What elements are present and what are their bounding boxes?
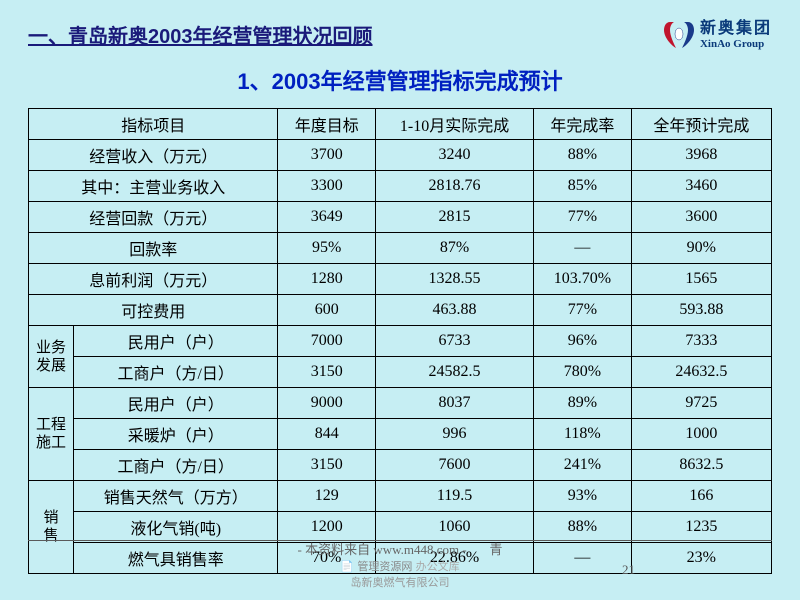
table-row: 经营回款（万元）3649281577%3600 xyxy=(29,202,772,233)
table-row: 回款率95%87%—90% xyxy=(29,233,772,264)
footer-brand: 管理资源网 xyxy=(357,558,412,574)
page-number: 21 xyxy=(622,562,635,578)
footer-extra2: 岛新奥燃气有限公司 xyxy=(351,577,450,589)
col-header: 年完成率 xyxy=(534,109,632,140)
table-header-row: 指标项目 年度目标 1-10月实际完成 年完成率 全年预计完成 xyxy=(29,109,772,140)
col-header: 指标项目 xyxy=(29,109,278,140)
logo-icon xyxy=(662,20,696,50)
table-row: 液化气销(吨)1200106088%1235 xyxy=(29,512,772,543)
footer-extra: 青 xyxy=(489,542,502,557)
table-row: 采暖炉（户）844996118%1000 xyxy=(29,419,772,450)
company-logo: 新奥集团 XinAo Group xyxy=(662,20,772,50)
logo-text-cn: 新奥集团 xyxy=(700,20,772,38)
table-row: 工商户（方/日）31507600241%8632.5 xyxy=(29,450,772,481)
section-title: 一、青岛新奥2003年经营管理状况回顾 xyxy=(28,20,373,49)
footer-brand-icon: 📄 xyxy=(340,560,354,573)
table-row: 可控费用600463.8877%593.88 xyxy=(29,295,772,326)
table-row: 经营收入（万元）3700324088%3968 xyxy=(29,140,772,171)
table-row: 工商户（方/日）315024582.5780%24632.5 xyxy=(29,357,772,388)
table-row: 业务发展民用户（户）7000673396%7333 xyxy=(29,326,772,357)
metrics-table: 指标项目 年度目标 1-10月实际完成 年完成率 全年预计完成 经营收入（万元）… xyxy=(28,108,772,574)
table-row: 息前利润（万元）12801328.55103.70%1565 xyxy=(29,264,772,295)
table-row: 其中：主营业务收入33002818.7685%3460 xyxy=(29,171,772,202)
footer-source: - 本资料来自 www.m448.com - xyxy=(298,542,467,557)
col-header: 1-10月实际完成 xyxy=(375,109,533,140)
logo-text-en: XinAo Group xyxy=(700,38,772,50)
table-row: 销售销售天然气（万方）129119.593%166 xyxy=(29,481,772,512)
slide-title: 1、2003年经营管理指标完成预计 xyxy=(28,64,772,96)
group-label: 工程施工 xyxy=(29,388,74,481)
footer: - 本资料来自 www.m448.com - 青 📄 管理资源网 办公文库 岛新… xyxy=(0,539,800,590)
col-header: 全年预计完成 xyxy=(631,109,771,140)
table-row: 工程施工民用户（户）9000803789%9725 xyxy=(29,388,772,419)
footer-brand-sub: 办公文库 xyxy=(416,561,460,573)
col-header: 年度目标 xyxy=(278,109,376,140)
group-label: 业务发展 xyxy=(29,326,74,388)
